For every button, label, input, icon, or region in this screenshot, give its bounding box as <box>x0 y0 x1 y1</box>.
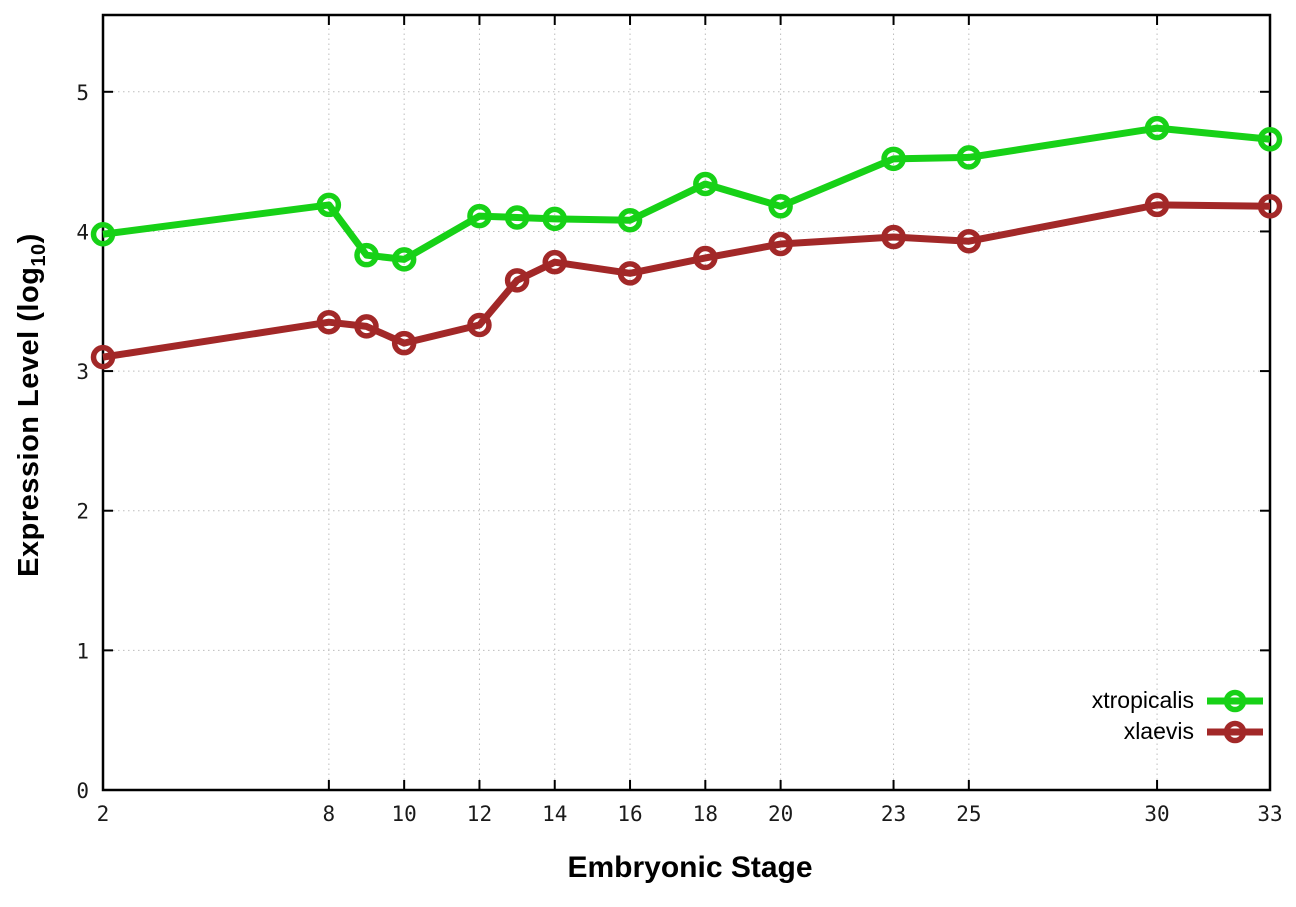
x-tick-label: 16 <box>617 802 642 826</box>
series-line-xlaevis <box>102 201 1271 361</box>
series-line-xtropicalis <box>102 124 1271 263</box>
data-point-xtropicalis <box>768 194 793 219</box>
data-point-xlaevis <box>693 245 718 271</box>
data-point-xtropicalis <box>1257 127 1283 152</box>
y-axis-title-suffix: ) <box>13 233 46 244</box>
data-point-xlaevis <box>881 224 906 250</box>
data-point-xlaevis <box>316 309 342 335</box>
x-tick-label: 30 <box>1144 802 1169 826</box>
xlaevis-line-marker-icon <box>1207 720 1263 743</box>
data-point-xtropicalis <box>467 203 492 229</box>
data-point-xlaevis <box>504 268 530 293</box>
data-point-xtropicalis <box>617 208 643 233</box>
data-point-xtropicalis <box>881 146 906 172</box>
y-tick-label: 1 <box>76 639 89 663</box>
legend-item-xtropicalis: xtropicalis <box>1092 686 1264 715</box>
x-tick-label: 8 <box>323 802 336 826</box>
x-tick-label: 10 <box>392 802 417 826</box>
data-point-xlaevis <box>768 231 793 257</box>
x-tick-label: 12 <box>467 802 492 826</box>
x-tick-label: 18 <box>693 802 718 826</box>
x-tick-label: 23 <box>881 802 906 826</box>
legend: xtropicalis xlaevis <box>1092 686 1264 746</box>
data-point-xtropicalis <box>391 247 417 272</box>
plot-border <box>101 13 1272 792</box>
legend-item-xlaevis: xlaevis <box>1092 717 1264 746</box>
data-point-xlaevis <box>467 312 492 338</box>
data-point-xlaevis <box>617 261 643 286</box>
data-point-xlaevis <box>1257 194 1283 219</box>
x-axis-title: Embryonic Stage <box>567 851 813 884</box>
y-tick-label: 0 <box>76 779 89 803</box>
y-axis-title-text: Expression Level (log <box>13 266 46 577</box>
data-point-xlaevis <box>956 228 982 254</box>
data-point-xlaevis <box>354 314 379 339</box>
data-point-xtropicalis <box>693 171 718 197</box>
data-point-xtropicalis <box>316 192 342 218</box>
y-axis-title-subscript: 10 <box>27 243 50 267</box>
y-tick-label: 4 <box>76 220 89 244</box>
legend-label-xlaevis: xlaevis <box>1123 718 1194 744</box>
x-tick-label: 25 <box>956 802 981 826</box>
data-point-xlaevis <box>90 344 116 370</box>
data-point-xlaevis <box>542 249 567 275</box>
x-tick-label: 14 <box>542 802 567 826</box>
data-point-xtropicalis <box>1144 115 1170 141</box>
x-tick-label: 33 <box>1257 802 1282 826</box>
xtropicalis-line-marker-icon <box>1207 689 1263 712</box>
x-tick-label: 2 <box>97 802 110 826</box>
data-point-xlaevis <box>391 330 417 356</box>
x-tick-label: 20 <box>768 802 793 826</box>
y-tick-label: 5 <box>76 81 89 105</box>
data-point-xtropicalis <box>354 242 379 268</box>
data-point-xlaevis <box>1144 192 1170 218</box>
data-point-xtropicalis <box>542 206 567 232</box>
y-tick-label: 2 <box>76 500 89 524</box>
data-point-xtropicalis <box>956 145 982 170</box>
data-point-xtropicalis <box>504 205 530 230</box>
y-axis-title: Expression Level (log10) <box>13 233 51 577</box>
legend-label-xtropicalis: xtropicalis <box>1091 687 1194 713</box>
y-tick-label: 3 <box>76 360 89 384</box>
data-point-xtropicalis <box>90 221 116 247</box>
